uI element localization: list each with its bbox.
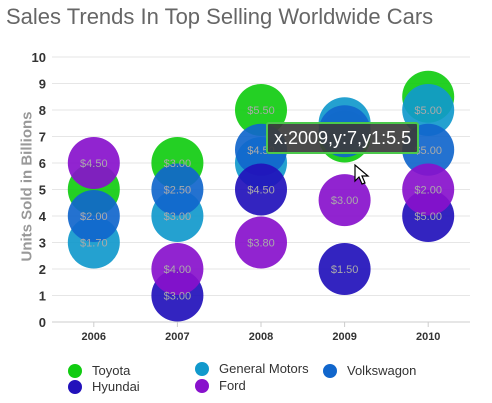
y-tick-label: 0 (39, 315, 46, 330)
y-tick-label: 3 (39, 236, 46, 251)
legend-label: Hyundai (92, 379, 140, 394)
data-label: $5.50 (247, 105, 275, 117)
y-tick-label: 7 (39, 130, 46, 145)
bubble-ford (402, 163, 455, 216)
data-label: $4.00 (164, 264, 192, 276)
bubble-ford (151, 243, 204, 295)
x-tick-label: 2007 (165, 331, 189, 343)
bubble-ford (318, 174, 371, 227)
legend-marker-icon (68, 380, 82, 394)
bubble-ford (235, 216, 287, 269)
bubble-volkswagon (151, 163, 204, 216)
y-tick-label: 5 (39, 183, 46, 198)
data-label: $3.00 (164, 291, 192, 303)
tooltip: x:2009,y:7,y1:5.5 (266, 122, 420, 154)
legend-marker-icon (195, 379, 209, 393)
data-label: $3.00 (164, 158, 192, 170)
y-tick-label: 1 (39, 289, 46, 304)
x-tick-label: 2010 (416, 331, 440, 343)
chart-title: Sales Trends In Top Selling Worldwide Ca… (6, 4, 434, 29)
data-label: $5.00 (414, 211, 442, 223)
data-label: $4.50 (247, 185, 275, 197)
legend-label: Ford (219, 378, 246, 393)
data-label: $4.50 (80, 158, 108, 170)
x-tick-label: 2006 (82, 331, 106, 343)
y-tick-label: 8 (39, 103, 46, 118)
legend-marker-icon (68, 364, 82, 378)
x-tick-label: 2008 (249, 331, 273, 343)
bubble-hyundai (318, 243, 371, 295)
bubble-volkswagon (67, 190, 120, 242)
y-tick-label: 9 (39, 77, 46, 92)
data-label: $3.00 (331, 195, 359, 207)
data-label: $3.00 (164, 211, 192, 223)
data-label: $3.80 (247, 238, 275, 250)
data-label: $5.00 (414, 105, 442, 117)
data-label: $1.50 (331, 264, 359, 276)
y-tick-label: 4 (39, 209, 47, 224)
legend-marker-icon (195, 362, 209, 376)
y-tick-label: 10 (32, 50, 46, 65)
legend-label: Volkswagon (347, 363, 417, 378)
y-tick-label: 6 (39, 156, 46, 171)
data-label: $5.00 (414, 145, 442, 157)
bubble-hyundai (235, 163, 287, 216)
data-label: $1.70 (80, 238, 108, 250)
x-tick-label: 2009 (332, 331, 356, 343)
legend-marker-icon (323, 364, 337, 378)
data-label: $2.00 (414, 185, 442, 197)
data-label: $2.50 (164, 185, 192, 197)
mouse-cursor-icon (354, 164, 370, 185)
legend-label: Toyota (92, 363, 131, 378)
bubble-ford (67, 137, 120, 189)
y-tick-label: 2 (39, 262, 46, 277)
data-label: $2.00 (80, 211, 108, 223)
legend-label: General Motors (219, 361, 309, 376)
